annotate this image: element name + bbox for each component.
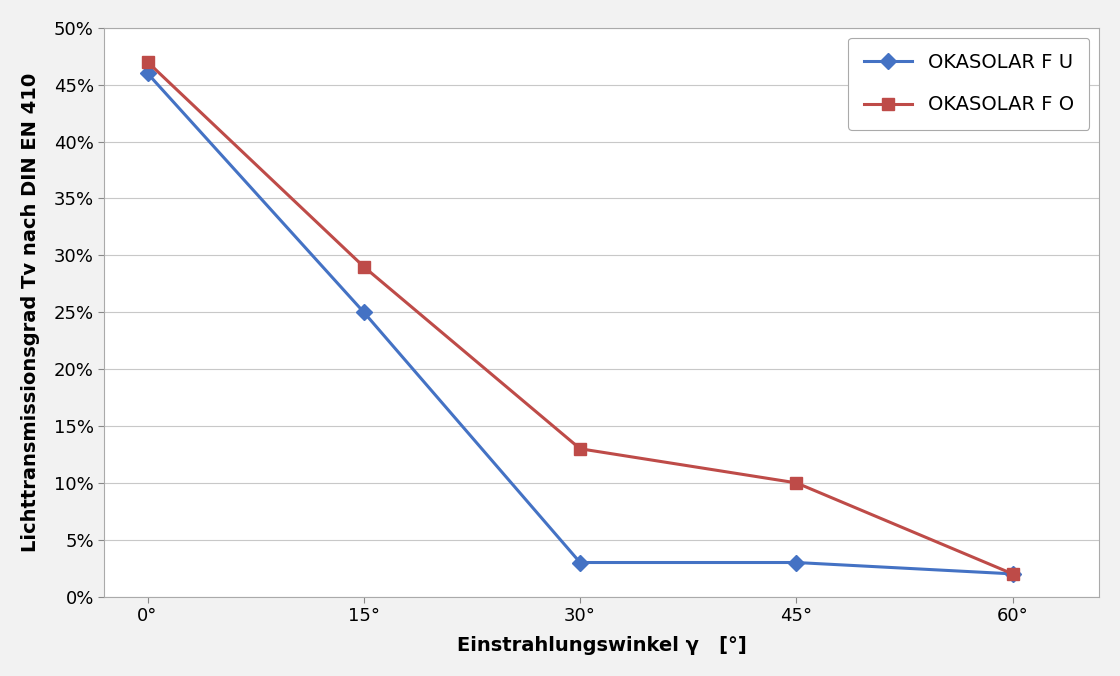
OKASOLAR F U <box>790 558 803 566</box>
OKASOLAR F U <box>1006 570 1019 578</box>
Y-axis label: Lichttransmissionsgrad Tv nach DIN EN 410: Lichttransmissionsgrad Tv nach DIN EN 41… <box>21 72 40 552</box>
OKASOLAR F O <box>1006 570 1019 578</box>
Line: OKASOLAR F U: OKASOLAR F U <box>142 68 1018 579</box>
OKASOLAR F U <box>357 308 371 316</box>
OKASOLAR F O <box>790 479 803 487</box>
Legend: OKASOLAR F U, OKASOLAR F O: OKASOLAR F U, OKASOLAR F O <box>848 38 1090 130</box>
OKASOLAR F O <box>573 445 587 453</box>
OKASOLAR F U <box>141 69 155 77</box>
OKASOLAR F O <box>357 263 371 271</box>
Line: OKASOLAR F O: OKASOLAR F O <box>142 56 1018 579</box>
X-axis label: Einstrahlungswinkel γ   [°]: Einstrahlungswinkel γ [°] <box>457 636 747 655</box>
OKASOLAR F O <box>141 58 155 66</box>
OKASOLAR F U <box>573 558 587 566</box>
